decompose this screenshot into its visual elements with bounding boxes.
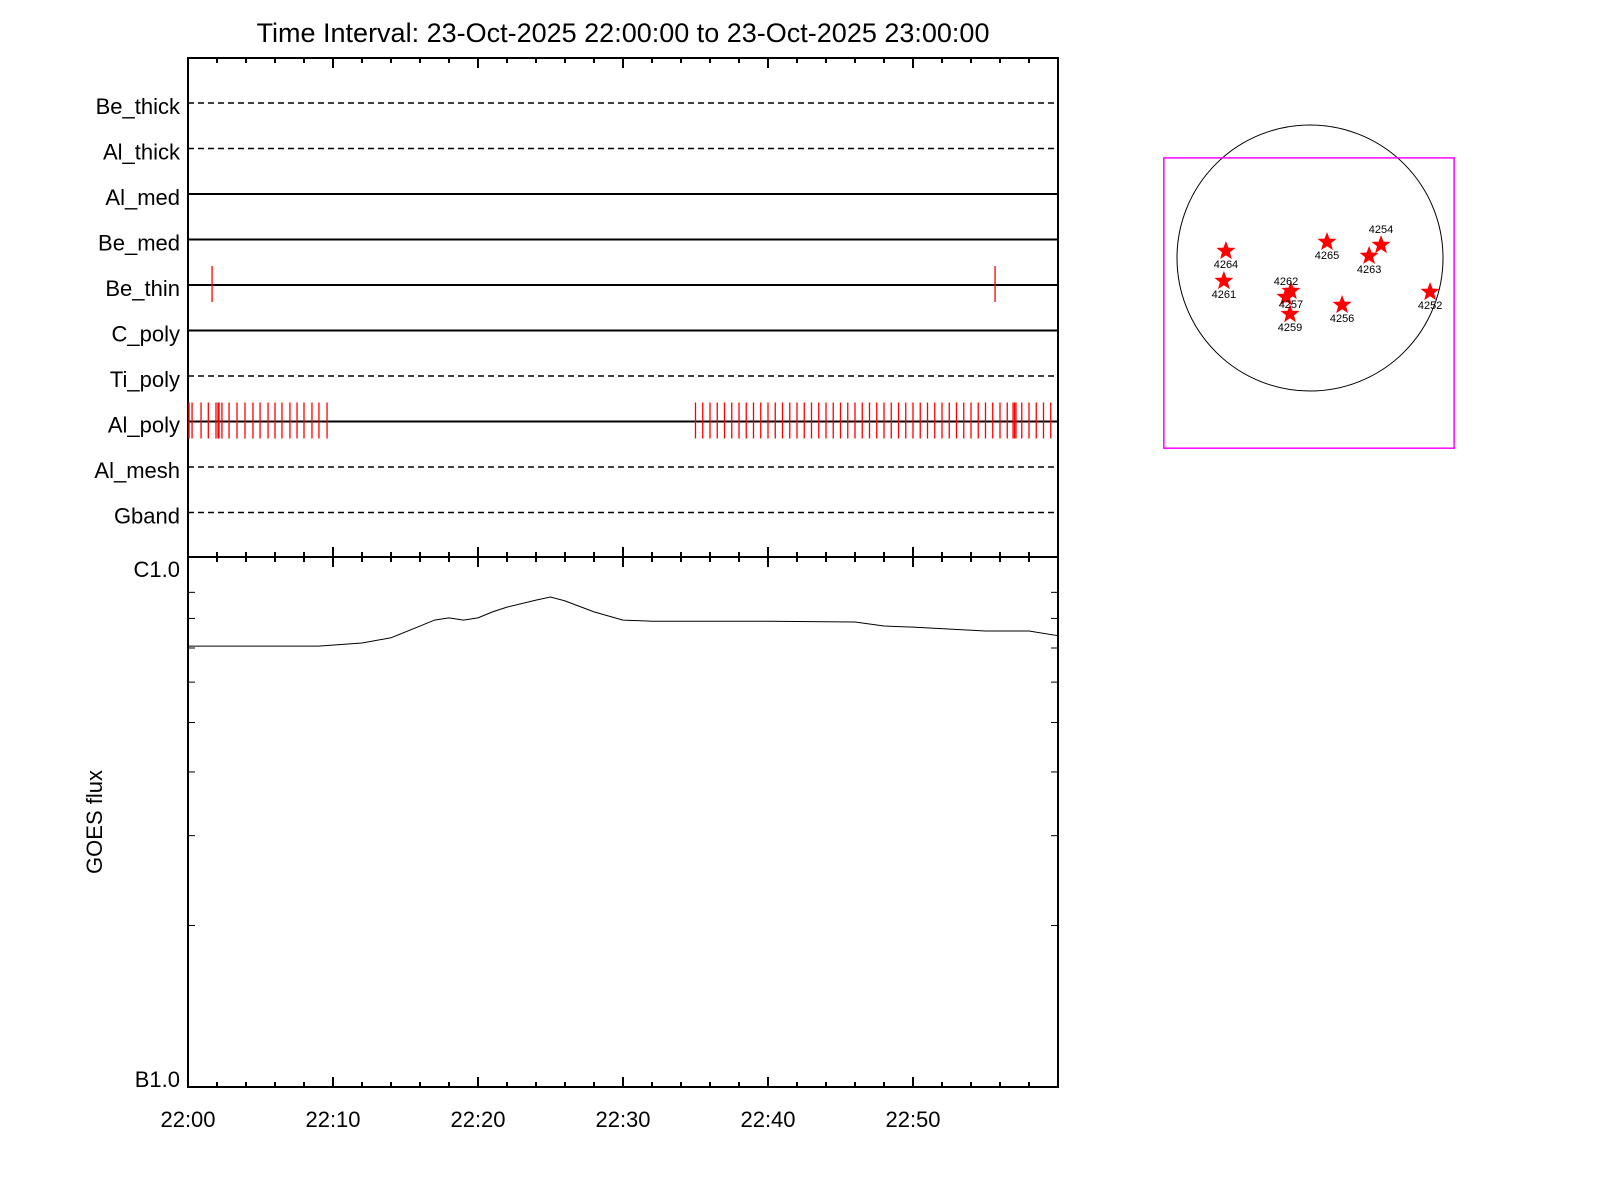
active-region-star-icon <box>1276 287 1296 306</box>
active-region-star-icon <box>1280 304 1300 323</box>
active-region-label: 4256 <box>1330 313 1354 325</box>
goes-flux-line <box>188 596 1059 647</box>
filter-label-Al_med: Al_med <box>105 185 180 210</box>
x-tick-label: 22:00 <box>160 1107 215 1132</box>
active-region-star-icon <box>1216 241 1236 260</box>
x-tick-label: 22:50 <box>885 1107 940 1132</box>
active-region-star-icon <box>1281 281 1301 300</box>
active-region-label: 4261 <box>1212 289 1236 301</box>
goes-panel-frame <box>187 556 1059 1088</box>
y-tick-label: C1.0 <box>134 557 180 582</box>
x-tick-label: 22:40 <box>740 1107 795 1132</box>
x-tick-label: 22:10 <box>305 1107 360 1132</box>
filter-panel: Be_thick Al_thick Al_med Be_med Be_thin C_pol… <box>94 57 1059 558</box>
chart-title: Time Interval: 23-Oct-2025 22:00:00 to 2… <box>257 18 990 48</box>
filter-label-Gband: Gband <box>114 504 180 529</box>
active-region-star-icon <box>1332 295 1352 314</box>
active-region-label: 4264 <box>1214 259 1238 271</box>
y-axis-label: GOES flux <box>82 770 107 874</box>
x-tick-label: 22:20 <box>450 1107 505 1132</box>
filter-label-Al_thick: Al_thick <box>103 140 181 165</box>
active-region-star-icon <box>1420 282 1440 301</box>
filter-label-Ti_poly: Ti_poly <box>110 367 180 392</box>
filter-label-C_poly: C_poly <box>112 322 180 347</box>
active-region-star-icon <box>1317 232 1337 250</box>
field-of-view-box <box>1163 157 1455 449</box>
filter-label-Be_med: Be_med <box>98 231 180 256</box>
active-region-label: 4262 <box>1274 276 1298 288</box>
sun-map: 4264 4261 4265 4263 4254 4257 4262 4259 4256 4252 <box>1163 124 1455 449</box>
active-region-star-icon <box>1371 235 1391 254</box>
active-region-label: 4265 <box>1315 250 1339 262</box>
goes-panel: 22:00 22:10 22:20 22:30 22:40 22:50 B1.0 C1.0 <box>134 556 1059 1132</box>
active-region-label: 4263 <box>1357 264 1381 276</box>
filter-label-Be_thin: Be_thin <box>105 276 180 301</box>
active-region-star-icon <box>1359 245 1379 264</box>
y-tick-label: B1.0 <box>135 1067 180 1092</box>
active-region-label: 4254 <box>1369 224 1393 236</box>
filter-panel-frame <box>187 57 1059 558</box>
filter-label-Al_poly: Al_poly <box>108 413 180 438</box>
solar-disk <box>1176 124 1444 392</box>
active-region-label: 4257 <box>1279 299 1303 311</box>
active-region-label: 4259 <box>1278 322 1302 334</box>
active-region-star-icon <box>1214 271 1234 290</box>
filter-label-Al_mesh: Al_mesh <box>94 458 180 483</box>
active-region-label: 4252 <box>1418 300 1442 312</box>
filter-label-Be_thick: Be_thick <box>96 94 181 119</box>
x-tick-label: 22:30 <box>595 1107 650 1132</box>
